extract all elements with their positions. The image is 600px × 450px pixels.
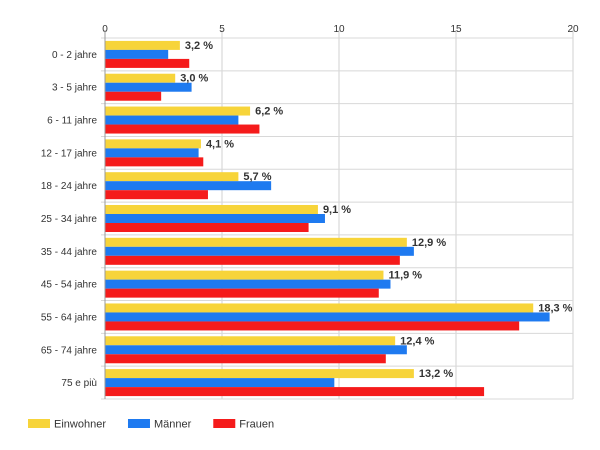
data-label-1: 3,0 % (180, 73, 208, 85)
bar-einwohner-0 (105, 40, 180, 50)
bar-frauen-2 (105, 124, 260, 134)
bar-männer-2 (105, 115, 239, 125)
category-label-3: 12 - 17 jahre (41, 148, 98, 159)
bar-einwohner-1 (105, 73, 176, 83)
data-label-10: 13,2 % (419, 368, 453, 380)
data-label-9: 12,4 % (400, 335, 434, 347)
data-label-3: 4,1 % (206, 138, 234, 150)
bar-männer-8 (105, 312, 550, 322)
bar-einwohner-4 (105, 172, 239, 182)
x-tick-label-0: 0 (102, 24, 108, 35)
legend-label-frauen: Frauen (239, 419, 274, 431)
data-label-8: 18,3 % (538, 302, 572, 314)
bar-einwohner-10 (105, 369, 414, 379)
x-tick-label-3: 15 (450, 24, 462, 35)
bar-frauen-5 (105, 223, 309, 232)
category-label-0: 0 - 2 jahre (52, 50, 97, 61)
legend-label-einwohner: Einwohner (54, 419, 106, 431)
x-tick-label-4: 20 (567, 24, 579, 35)
legend-swatch-frauen (213, 419, 236, 428)
bar-männer-3 (105, 148, 199, 158)
bar-einwohner-3 (105, 139, 201, 149)
category-label-5: 25 - 34 jahre (41, 214, 98, 225)
bar-einwohner-5 (105, 205, 318, 214)
bar-frauen-6 (105, 255, 400, 265)
data-label-0: 3,2 % (185, 40, 213, 52)
bar-männer-4 (105, 181, 272, 191)
bar-männer-9 (105, 345, 407, 355)
data-label-6: 12,9 % (412, 237, 446, 249)
bar-männer-5 (105, 214, 325, 223)
bar-frauen-3 (105, 157, 204, 167)
data-label-2: 6,2 % (255, 106, 283, 118)
category-label-8: 55 - 64 jahre (41, 312, 98, 323)
bar-männer-6 (105, 246, 414, 256)
legend-swatch-einwohner (28, 419, 50, 428)
bar-einwohner-6 (105, 237, 407, 247)
axes: 0 5 10 15 20 0 - 2 jahre 3 - 5 jahre 6 - 11 jah… (41, 24, 579, 399)
bar-frauen-4 (105, 190, 208, 200)
bar-frauen-10 (105, 387, 485, 397)
data-label-7: 11,9 % (388, 270, 422, 282)
bar-frauen-8 (105, 321, 520, 331)
data-label-4: 5,7 % (243, 171, 271, 183)
bar-männer-0 (105, 49, 169, 59)
bar-einwohner-2 (105, 106, 251, 116)
grid-lines (101, 30, 574, 400)
category-label-1: 3 - 5 jahre (52, 83, 97, 94)
bar-einwohner-9 (105, 336, 396, 346)
legend-label-männer: Männer (154, 419, 192, 431)
bar-frauen-0 (105, 58, 190, 68)
category-label-10: 75 e più (61, 378, 97, 389)
category-label-7: 45 - 54 jahre (41, 280, 98, 291)
category-label-2: 6 - 11 jahre (47, 116, 97, 127)
bar-einwohner-7 (105, 270, 384, 280)
bar-frauen-1 (105, 91, 162, 101)
bars (105, 40, 550, 397)
bar-einwohner-8 (105, 303, 534, 313)
bar-männer-1 (105, 82, 192, 92)
category-label-4: 18 - 24 jahre (41, 181, 98, 192)
x-tick-label-1: 5 (219, 24, 225, 35)
bar-frauen-7 (105, 288, 379, 298)
data-labels: 3,2 % 3,0 % 6,2 % 4,1 % 5,7 % 9,1 % 12,9 % 11,9… (180, 40, 572, 380)
legend: Einwohner Männer Frauen (28, 419, 274, 431)
bar-männer-7 (105, 279, 391, 289)
bar-männer-10 (105, 378, 335, 388)
category-label-6: 35 - 44 jahre (41, 247, 98, 258)
category-label-9: 65 - 74 jahre (41, 345, 98, 356)
x-tick-label-2: 10 (333, 24, 345, 35)
data-label-5: 9,1 % (323, 204, 351, 216)
legend-swatch-männer (127, 419, 150, 428)
bar-frauen-9 (105, 354, 386, 364)
